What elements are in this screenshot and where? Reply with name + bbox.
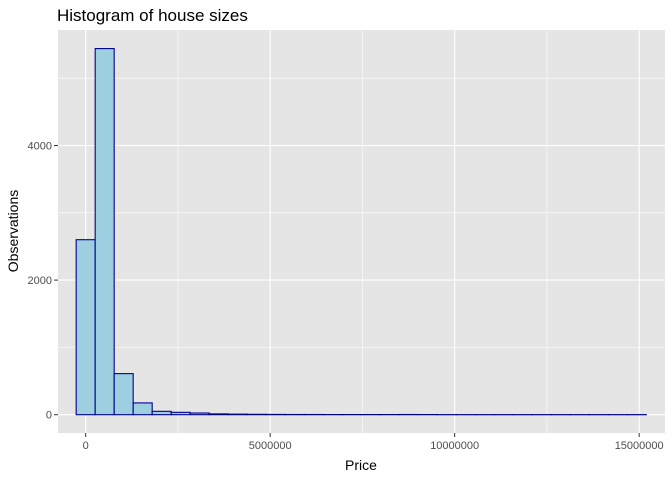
x-tick-label: 0 — [83, 440, 89, 452]
y-tick-label: 0 — [46, 410, 52, 422]
histogram-bar — [75, 239, 96, 416]
y-axis-ticks: 0 2000 4000 — [28, 140, 58, 422]
x-tick-label: 15000000 — [615, 440, 664, 452]
histogram-bar — [113, 373, 134, 416]
x-tick-label: 10000000 — [430, 440, 479, 452]
y-tick-label: 4000 — [28, 140, 52, 152]
histogram-bar — [94, 48, 115, 416]
y-axis-title: Observations — [5, 190, 21, 272]
histogram-bar — [132, 402, 153, 416]
grid-minor — [58, 30, 665, 433]
histogram-bar — [227, 413, 248, 416]
x-axis-ticks: 0 5000000 10000000 15000000 — [83, 433, 664, 452]
histogram-bars — [75, 48, 647, 416]
chart-title: Histogram of house sizes — [57, 6, 248, 25]
histogram-bar — [170, 411, 191, 416]
x-tick-label: 5000000 — [249, 440, 292, 452]
histogram-bar — [189, 412, 210, 416]
histogram-bar — [208, 413, 229, 416]
plot-panel — [58, 30, 665, 433]
histogram-bar — [151, 410, 172, 416]
x-axis-title: Price — [345, 457, 377, 473]
y-tick-label: 2000 — [28, 275, 52, 287]
